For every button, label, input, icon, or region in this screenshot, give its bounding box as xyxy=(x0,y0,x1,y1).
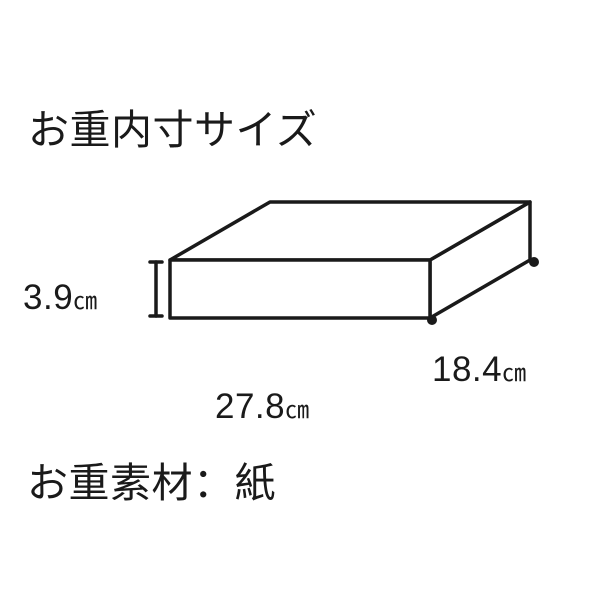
box-front-face xyxy=(170,260,430,318)
dimension-width: 27.8㎝ xyxy=(215,387,310,427)
dimension-depth-unit: ㎝ xyxy=(502,360,527,387)
page-title: お重内寸サイズ xyxy=(28,96,317,156)
dimension-width-value: 27.8 xyxy=(215,387,285,426)
depth-dot-back xyxy=(529,257,539,267)
dimension-depth-value: 18.4 xyxy=(432,350,502,389)
material-label: お重素材：紙 xyxy=(27,449,276,509)
height-indicator xyxy=(150,262,162,316)
dimension-width-unit: ㎝ xyxy=(285,397,310,424)
dimension-height: 3.9㎝ xyxy=(23,278,98,318)
depth-dot-front xyxy=(427,315,437,325)
dimension-height-value: 3.9 xyxy=(23,278,73,317)
dimension-height-unit: ㎝ xyxy=(73,288,98,315)
dimension-depth: 18.4㎝ xyxy=(432,350,527,390)
